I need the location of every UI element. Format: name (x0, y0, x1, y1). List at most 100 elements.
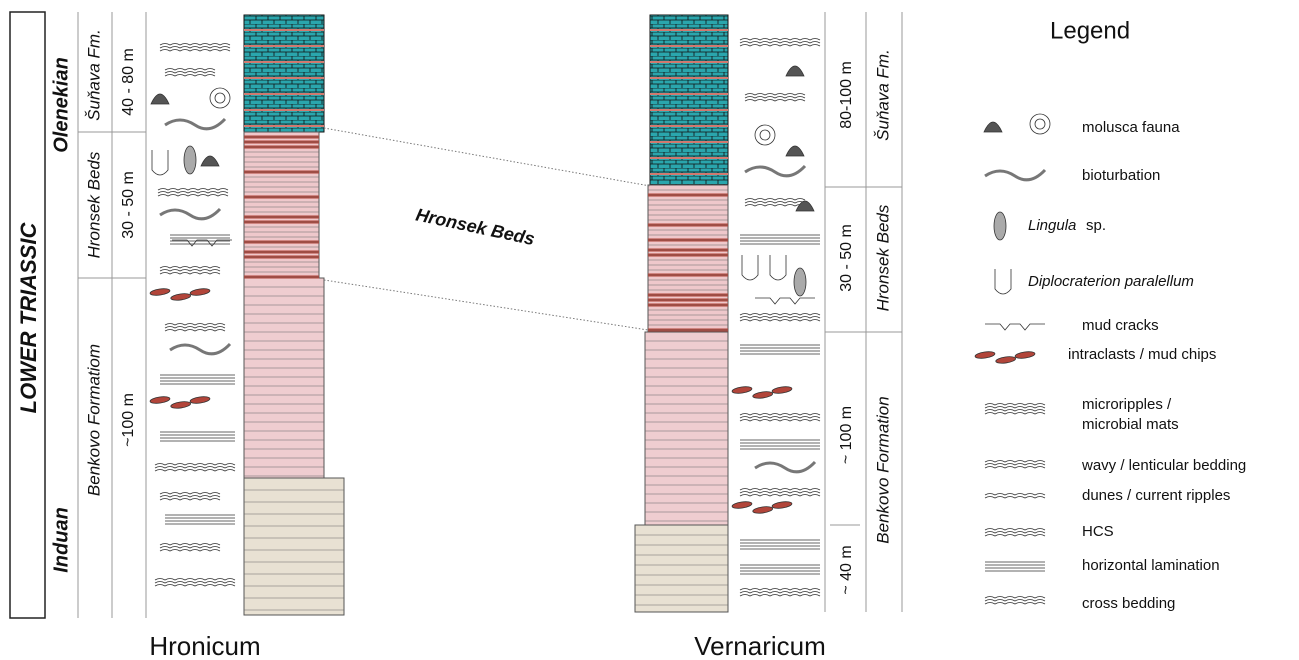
thickness: ~100 m (120, 393, 137, 447)
ripple (155, 470, 235, 472)
era: LOWER TRIASSIC (16, 222, 41, 414)
legend-label: cross bedding (1082, 595, 1175, 612)
ripple (740, 42, 820, 44)
red-bed (650, 45, 728, 47)
shell (786, 66, 804, 76)
mud-chip (150, 288, 171, 297)
mud-chip (752, 391, 773, 400)
ripple (985, 467, 1045, 469)
ripple (160, 550, 220, 552)
legend-label: HCS (1082, 523, 1114, 540)
ripple (740, 420, 820, 422)
ripple (160, 50, 230, 52)
thickness: 30 - 50 m (120, 171, 137, 239)
red-bed (244, 61, 324, 63)
ripple (165, 69, 215, 71)
ammonite (210, 88, 230, 108)
ripple (745, 199, 805, 201)
ammonite (755, 125, 775, 145)
mud-cracks (755, 298, 815, 304)
mud-chip (170, 401, 191, 410)
ripple (985, 603, 1045, 605)
ripple (155, 585, 235, 587)
diplocraterion (152, 150, 168, 175)
ripple (160, 544, 220, 546)
shell (151, 94, 169, 104)
red-bed (244, 93, 324, 95)
shell (786, 146, 804, 156)
ripple (985, 464, 1045, 466)
ripple (160, 270, 220, 272)
unit: Šuňava Fm. (84, 29, 103, 121)
mud-chip (772, 501, 793, 510)
diplocraterion (742, 255, 758, 280)
ripple (740, 317, 820, 319)
unit: Hronsek Beds (873, 204, 892, 311)
ripple (740, 314, 820, 316)
red-bed (244, 109, 324, 111)
ammonite (215, 93, 225, 103)
correlation-label: Hronsek Beds (414, 204, 537, 249)
mud-chip (975, 351, 996, 360)
bioturbation (165, 119, 225, 129)
red-bed (650, 109, 728, 111)
mud-chip (772, 386, 793, 395)
shell (796, 201, 814, 211)
ripple (160, 547, 220, 549)
bioturbation (160, 209, 220, 219)
ripple (165, 324, 225, 326)
red-bed (650, 61, 728, 63)
red-bed (650, 141, 728, 143)
thickness: 80-100 m (838, 61, 855, 129)
unit: Benkovo Formatiom (84, 344, 103, 496)
mud-cracks (985, 324, 1045, 330)
legend-label: Lingula (1028, 217, 1076, 234)
red-bed (244, 125, 324, 127)
ripple (740, 495, 820, 497)
ripple (985, 410, 1045, 412)
ripple (740, 45, 820, 47)
ripple (160, 499, 220, 501)
ripple (745, 97, 805, 99)
ripple (160, 267, 220, 269)
ripple (158, 189, 228, 191)
mud-chip (170, 293, 191, 302)
red-bed (650, 93, 728, 95)
ripple (165, 72, 215, 74)
ripple (160, 493, 220, 495)
ammonite (760, 130, 770, 140)
ripple (155, 464, 235, 466)
legend-label: molusca fauna (1082, 119, 1180, 136)
ripple (985, 494, 1045, 496)
legend-label: intraclasts / mud chips (1068, 346, 1216, 363)
legend-label: Diplocraterion paralellum (1028, 273, 1194, 290)
ripple (155, 582, 235, 584)
unit: Šuňava Fm. (873, 49, 892, 141)
ripple (155, 467, 235, 469)
ripple (158, 192, 228, 194)
mud-chip (732, 501, 753, 510)
diplocraterion (995, 269, 1011, 294)
bioturbation (170, 344, 230, 354)
ripple (740, 39, 820, 41)
ripple (985, 600, 1045, 602)
ripple (745, 205, 805, 207)
diplocraterion (770, 255, 786, 280)
ripple (160, 496, 220, 498)
mud-chip (1015, 351, 1036, 360)
red-bed (244, 29, 324, 31)
stage: Induan (50, 507, 72, 573)
legend-label: microbial mats (1082, 416, 1179, 433)
ripple (985, 597, 1045, 599)
legend-label: mud cracks (1082, 317, 1159, 334)
ripple (740, 414, 820, 416)
ripple (160, 273, 220, 275)
ripple (985, 529, 1045, 531)
ripple (740, 417, 820, 419)
red-bed (650, 125, 728, 127)
ripple (740, 320, 820, 322)
ripple (740, 589, 820, 591)
ripple (165, 75, 215, 77)
ripple (158, 195, 228, 197)
ripple (165, 327, 225, 329)
